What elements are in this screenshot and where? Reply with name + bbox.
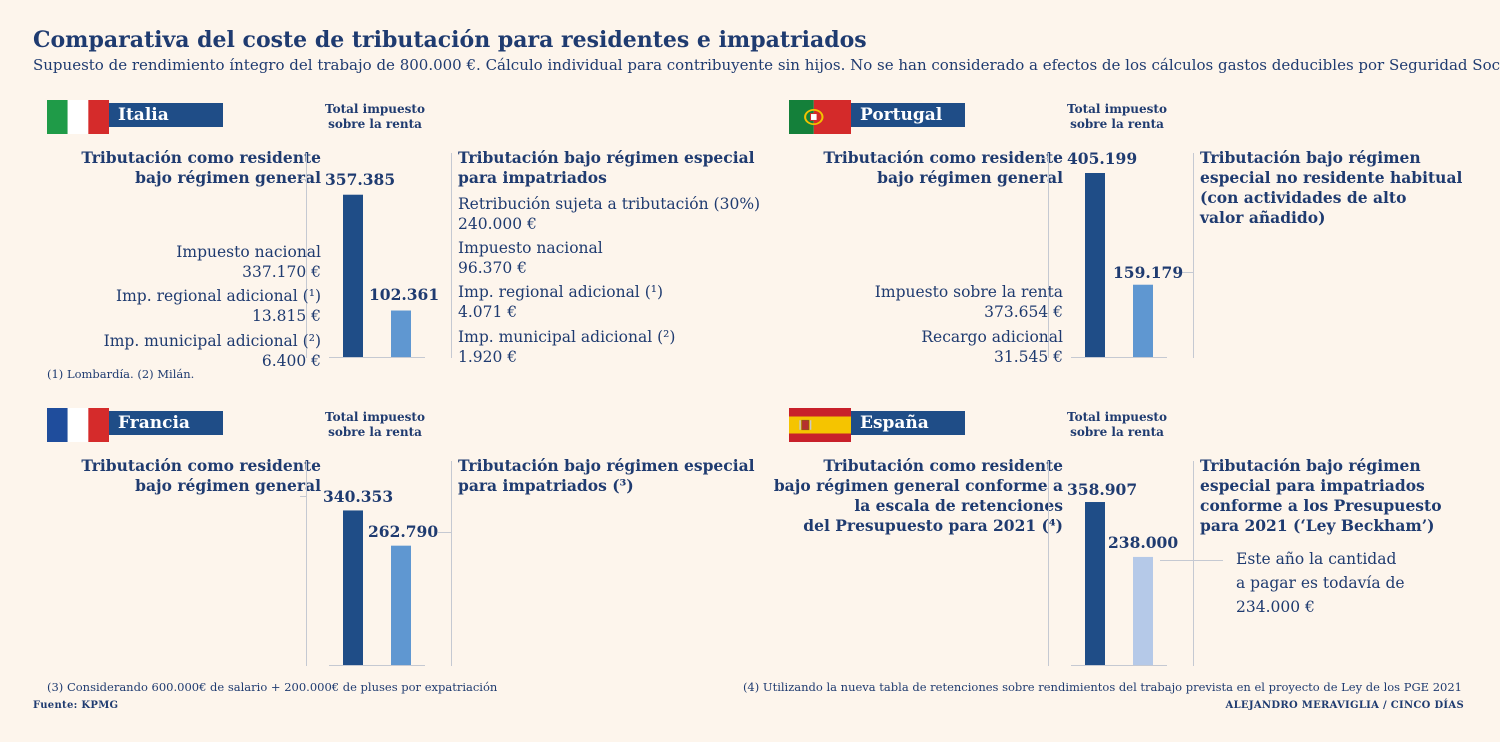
footnote-left: (3) Considerando 600.000€ de salario + 2… <box>47 680 498 694</box>
bar-chart-francia <box>329 510 425 666</box>
divider-left <box>306 461 307 666</box>
divider-tick <box>1180 272 1194 273</box>
bar-special <box>391 310 411 357</box>
resident-item: Recargo adicional 31.545 € <box>921 328 1063 366</box>
credit-label: ALEJANDRO MERAVIGLIA / CINCO DÍAS <box>1225 700 1464 711</box>
resident-item: Imp. municipal adicional (²) 6.400 € <box>103 332 321 370</box>
value-label-special: 159.179 <box>1113 263 1184 282</box>
resident-label: Tributación como residente bajo régimen … <box>81 456 321 495</box>
divider-right <box>451 461 452 666</box>
resident-item: Imp. regional adicional (¹) 13.815 € <box>115 287 321 325</box>
value-label-resident: 340.353 <box>323 487 394 506</box>
special-label: Tributación bajo régimen especial para i… <box>458 148 755 187</box>
resident-item: Impuesto sobre la renta 373.654 € <box>874 283 1063 321</box>
special-item: Imp. municipal adicional (²) 1.920 € <box>458 328 676 366</box>
divider-tick <box>300 496 307 497</box>
divider-tick <box>1042 488 1049 489</box>
value-label-special: 262.790 <box>368 522 439 541</box>
source-label: Fuente: KPMG <box>33 700 119 711</box>
special-item: Retribución sujeta a tributación (30%) 24… <box>458 195 761 233</box>
flag-italia-icon <box>47 100 109 134</box>
value-label-resident: 405.199 <box>1067 149 1138 168</box>
country-bar <box>851 103 965 127</box>
special-item: Impuesto nacional 96.370 € <box>458 239 603 277</box>
panel-italia: Italia Total impuesto sobre la renta Tri… <box>33 88 773 388</box>
footnote-right: (4) Utilizando la nueva tabla de retenci… <box>742 680 1462 694</box>
divider-left <box>306 153 307 358</box>
special-label: Tributación bajo régimen especial no res… <box>1200 148 1463 227</box>
total-label: Total impuesto sobre la renta <box>1067 410 1167 439</box>
divider-tick <box>300 179 307 180</box>
resident-label: Tributación como residente bajo régimen … <box>773 456 1063 535</box>
panel-espana: España Total impuesto sobre la renta Tri… <box>773 396 1500 696</box>
flag-portugal-icon <box>789 100 851 134</box>
bar-chart-italia <box>329 194 425 358</box>
divider-right <box>451 153 452 358</box>
value-label-special: 102.361 <box>369 285 440 304</box>
bar-chart-portugal <box>1071 173 1167 358</box>
flag-francia-icon <box>47 408 109 442</box>
special-label: Tributación bajo régimen especial para i… <box>458 456 755 495</box>
divider-left <box>1048 461 1049 666</box>
divider-right <box>1193 461 1194 666</box>
resident-label: Tributación como residente bajo régimen … <box>823 148 1063 187</box>
bar-resident <box>1085 173 1105 357</box>
page-title: Comparativa del coste de tributación par… <box>33 27 867 53</box>
panel-note: (1) Lombardía. (2) Milán. <box>47 367 195 381</box>
value-label-resident: 358.907 <box>1067 480 1138 499</box>
flag-espana-icon <box>789 408 851 442</box>
bar-chart-espana <box>1071 502 1167 666</box>
country-bar <box>851 411 965 435</box>
value-label-resident: 357.385 <box>325 170 396 189</box>
total-label: Total impuesto sobre la renta <box>325 410 425 439</box>
country-name: Portugal <box>860 105 943 125</box>
panel-portugal: Portugal Total impuesto sobre la renta T… <box>775 88 1500 388</box>
bar-special <box>1133 284 1153 357</box>
bar-resident <box>1085 502 1105 665</box>
country-name: España <box>860 413 929 433</box>
page-subtitle: Supuesto de rendimiento íntegro del trab… <box>33 56 1500 74</box>
country-bar <box>109 103 223 127</box>
divider-tick <box>1042 158 1049 159</box>
resident-item: Impuesto nacional 337.170 € <box>176 243 321 281</box>
panel-francia: Francia Total impuesto sobre la renta Tr… <box>33 396 773 696</box>
bar-resident <box>343 194 363 357</box>
country-bar <box>109 411 223 435</box>
annotation-text: Este año la cantidad a pagar es todavía … <box>1236 550 1405 616</box>
country-name: Italia <box>118 105 169 125</box>
divider-left <box>1048 153 1049 358</box>
total-label: Total impuesto sobre la renta <box>325 102 425 131</box>
bar-resident <box>343 510 363 665</box>
special-item: Imp. regional adicional (¹) 4.071 € <box>458 283 664 321</box>
total-label: Total impuesto sobre la renta <box>1067 102 1167 131</box>
country-name: Francia <box>118 413 190 433</box>
bar-special <box>391 545 411 665</box>
divider-right <box>1193 153 1194 358</box>
bar-special <box>1133 556 1153 665</box>
divider-tick <box>438 532 452 533</box>
resident-label: Tributación como residente bajo régimen … <box>81 148 321 187</box>
value-label-special: 238.000 <box>1108 533 1179 552</box>
annotation-leader <box>1160 560 1223 561</box>
special-label: Tributación bajo régimen especial para i… <box>1200 456 1442 535</box>
